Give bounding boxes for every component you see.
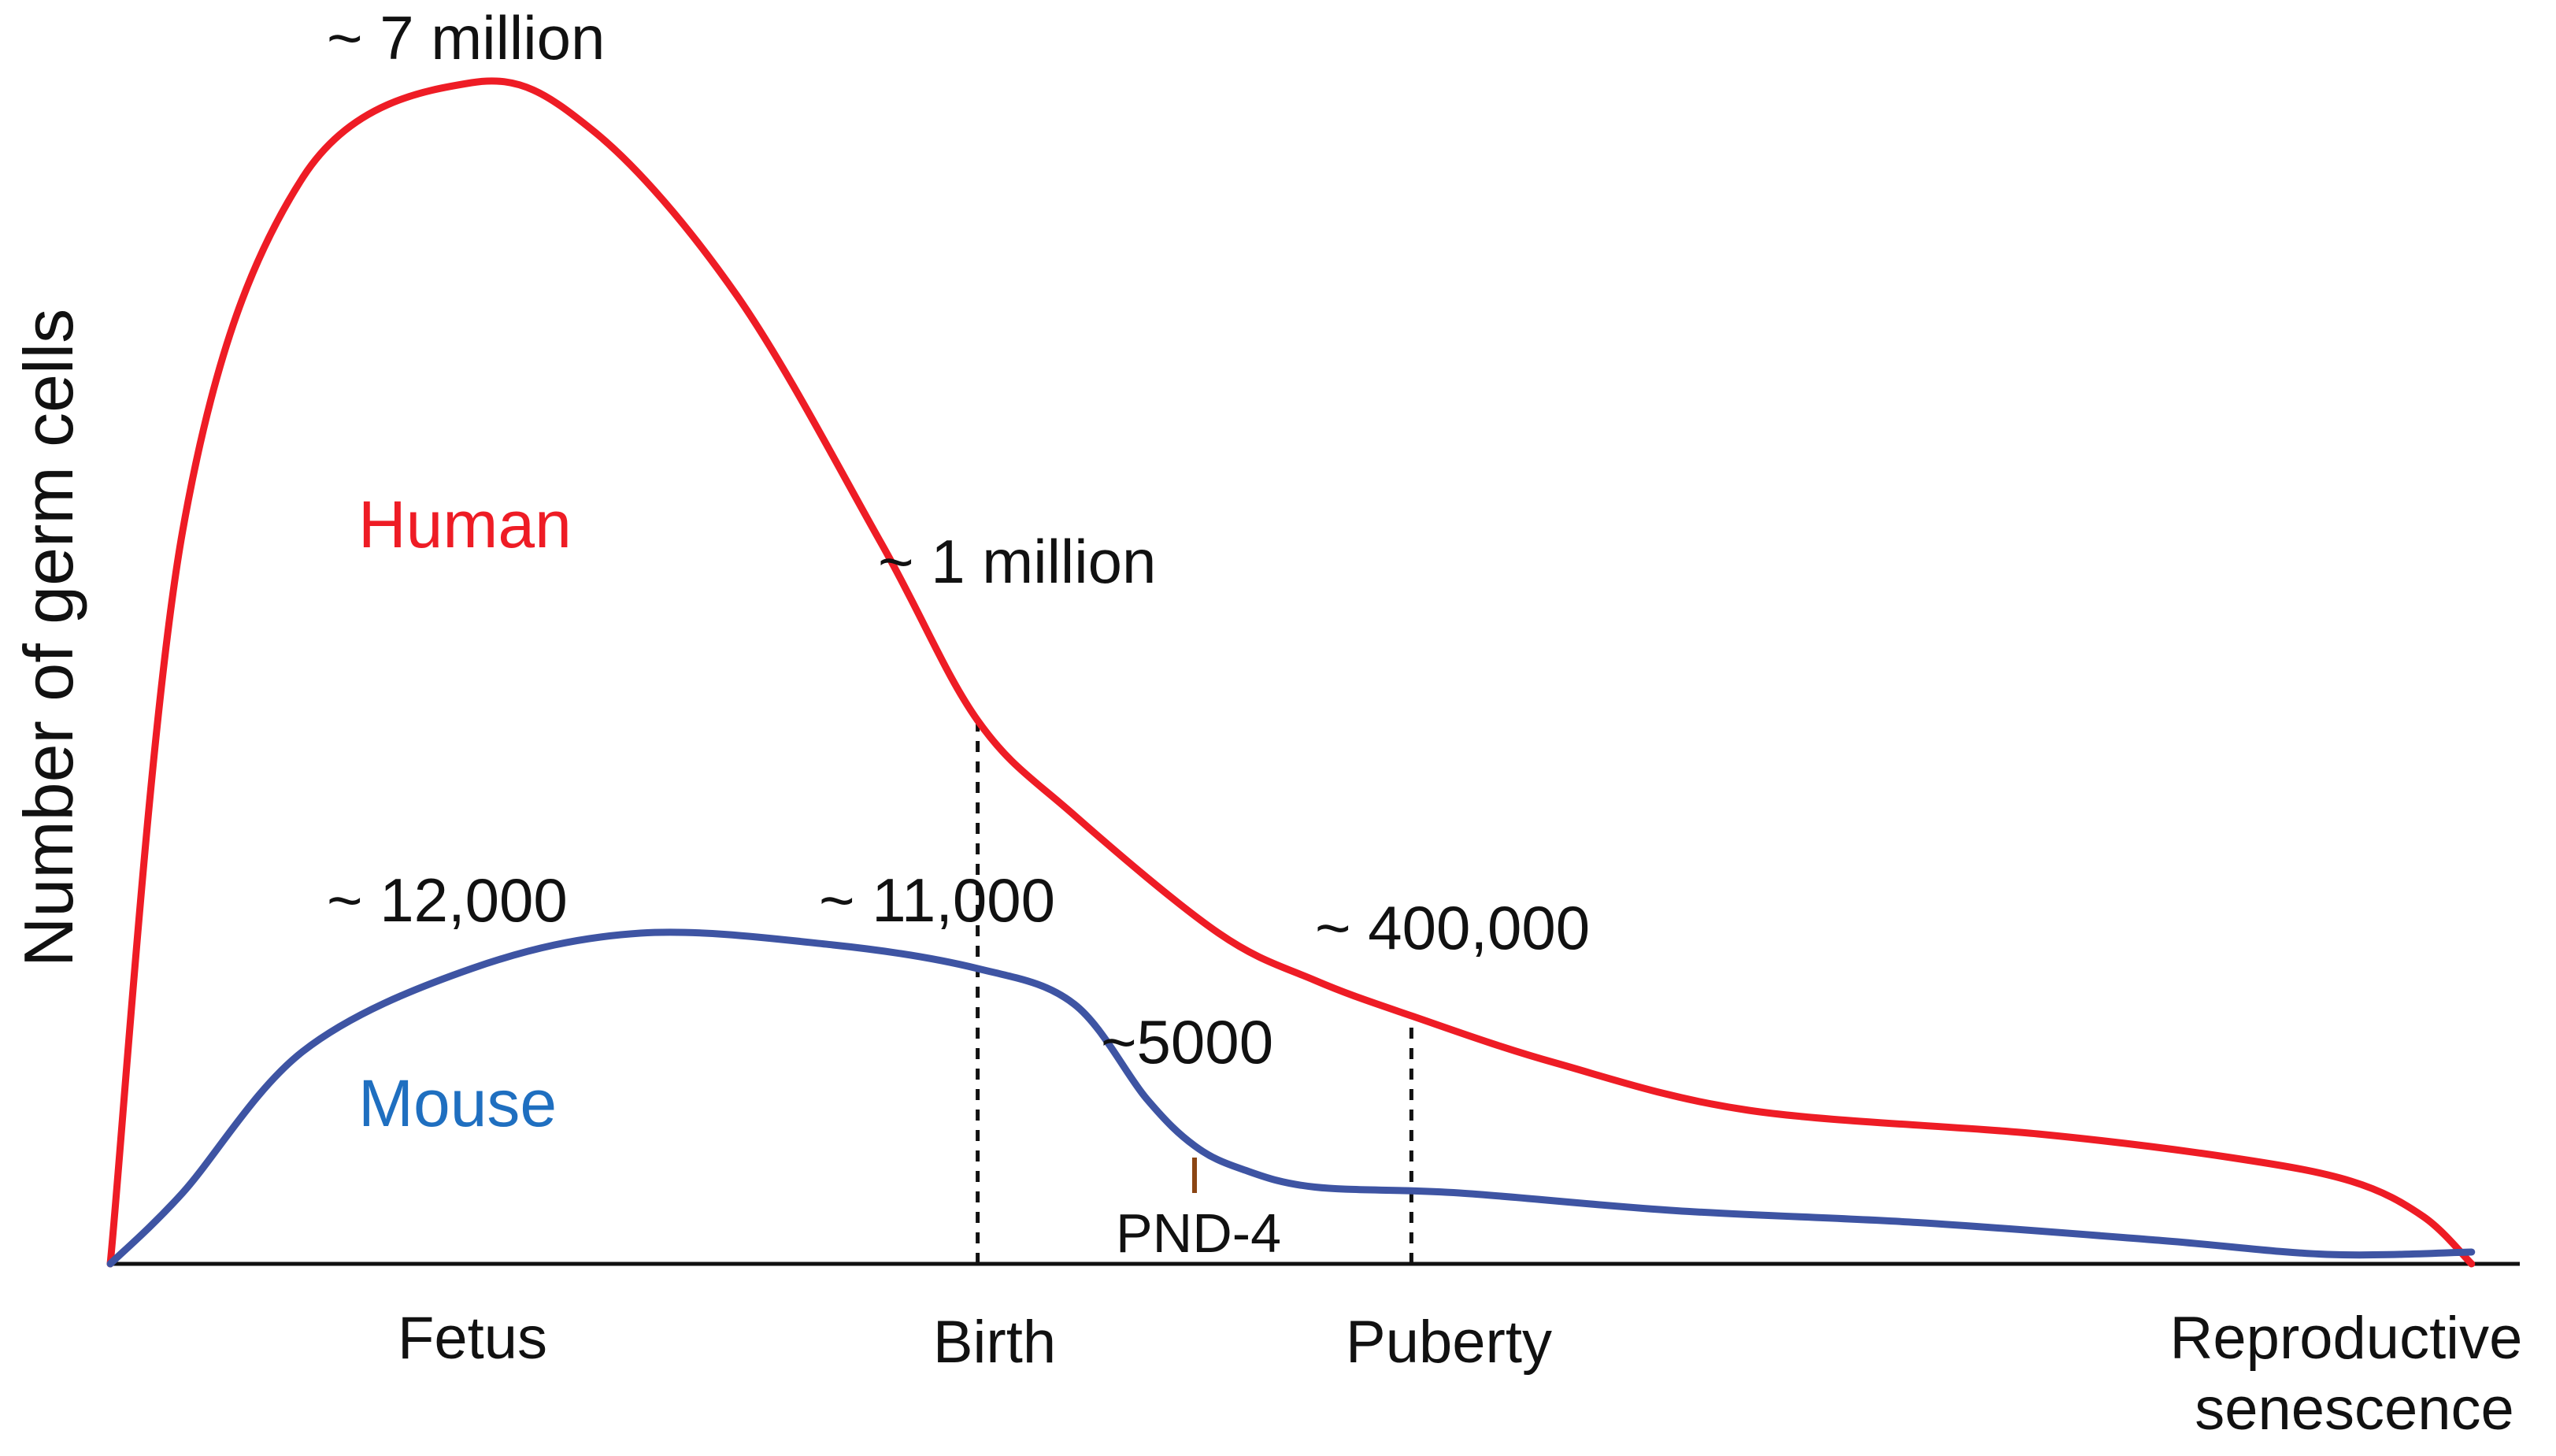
annotation-human-puberty: ~ 400,000 <box>1315 893 1590 962</box>
stage-label-reproductive-senescence: Reproductive senescence <box>2170 1305 2539 1443</box>
annotation-mouse-birth: ~ 11,000 <box>819 865 1055 935</box>
pnd4-label: PND-4 <box>1116 1202 1281 1264</box>
mouse-series-line <box>106 928 2476 1268</box>
stage-label-fetus: Fetus <box>398 1305 547 1372</box>
annotation-mouse-peak: ~ 12,000 <box>327 865 568 935</box>
y-axis-label: Number of germ cells <box>9 309 87 967</box>
human-series-line <box>106 77 2476 1268</box>
legend-human: Human <box>358 487 572 561</box>
stage-label-puberty: Puberty <box>1346 1309 1552 1376</box>
annotation-human-peak: ~ 7 million <box>327 3 605 72</box>
annotation-human-midfetal: ~ 1 million <box>878 527 1156 596</box>
legend-mouse: Mouse <box>358 1066 557 1140</box>
stage-label-birth: Birth <box>933 1309 1056 1376</box>
annotation-mouse-5000: ~5000 <box>1101 1007 1273 1076</box>
